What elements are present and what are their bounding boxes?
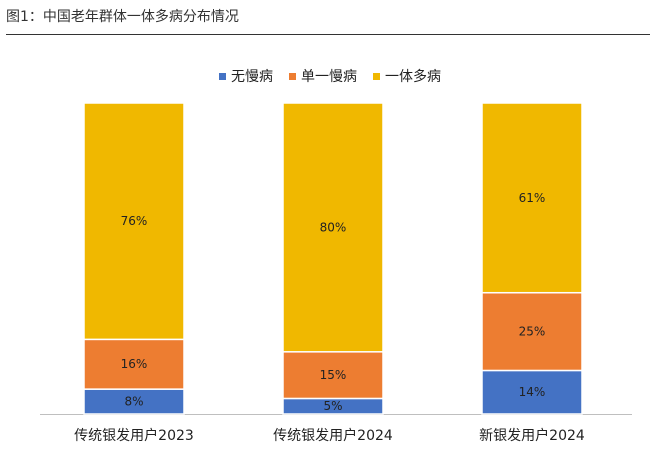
data-label-multi-morbidity-3: 61% <box>519 191 546 205</box>
bar-segment-single-chronic-1 <box>83 338 185 390</box>
bar-segment-multi-morbidity-3 <box>481 102 583 294</box>
category-label-3: 新银发用户2024 <box>479 427 585 444</box>
legend-item-single-chronic: 单一慢病 <box>289 66 357 86</box>
legend-item-multi-morbidity: 一体多病 <box>373 66 441 86</box>
category-label-2: 传统银发用户2024 <box>273 427 393 444</box>
category-label-1: 传统银发用户2023 <box>74 427 194 444</box>
data-label-single-chronic-2: 15% <box>320 368 347 382</box>
legend-item-no-chronic: 无慢病 <box>219 66 273 86</box>
legend-swatch-single-chronic <box>289 72 296 80</box>
data-label-multi-morbidity-2: 80% <box>320 220 347 234</box>
data-label-single-chronic-1: 16% <box>121 357 148 371</box>
legend: 无慢病 单一慢病 一体多病 <box>0 66 660 86</box>
data-label-no-chronic-2: 5% <box>323 399 342 413</box>
data-label-single-chronic-3: 25% <box>519 325 546 339</box>
data-label-no-chronic-1: 8% <box>124 395 143 409</box>
figure-title: 图1：中国老年群体一体多病分布情况 <box>6 9 239 25</box>
bar-segment-multi-morbidity-2 <box>282 102 384 353</box>
bar-segment-single-chronic-3 <box>481 291 583 372</box>
legend-label-no-chronic: 无慢病 <box>231 69 273 85</box>
data-label-multi-morbidity-1: 76% <box>121 214 148 228</box>
bar-segment-no-chronic-3 <box>481 369 583 415</box>
title-divider <box>6 34 650 35</box>
data-label-no-chronic-3: 14% <box>519 385 546 399</box>
legend-swatch-multi-morbidity <box>373 72 380 80</box>
legend-swatch-no-chronic <box>219 72 226 80</box>
bar-segment-multi-morbidity-1 <box>83 102 185 341</box>
legend-label-single-chronic: 单一慢病 <box>301 69 357 85</box>
legend-label-multi-morbidity: 一体多病 <box>385 69 441 85</box>
